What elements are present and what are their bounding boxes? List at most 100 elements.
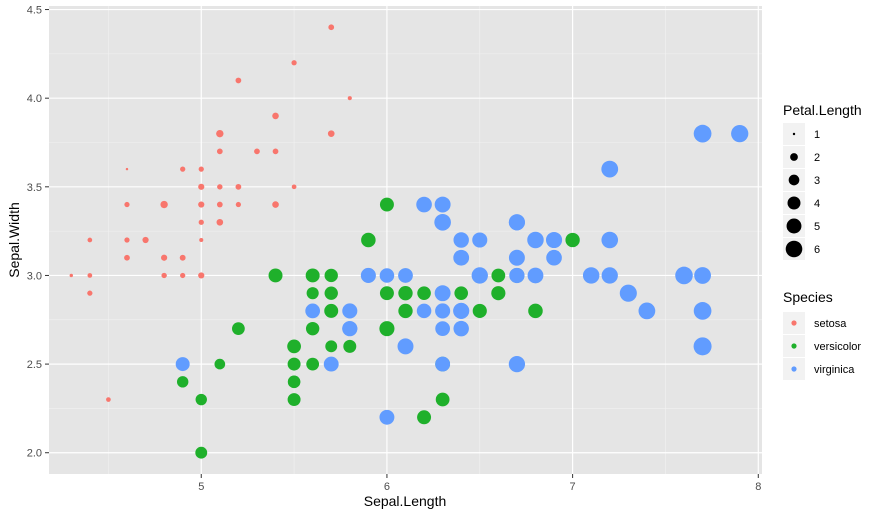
point-setosa	[217, 184, 223, 190]
point-setosa	[273, 113, 278, 119]
point-setosa	[87, 290, 93, 296]
size-legend-label: 2	[814, 152, 820, 164]
point-versicolor	[417, 286, 431, 300]
point-setosa	[235, 201, 242, 208]
point-versicolor	[398, 286, 413, 301]
point-setosa	[124, 201, 130, 208]
size-legend-dot	[792, 132, 796, 136]
point-virginica	[472, 232, 488, 248]
point-virginica	[435, 321, 450, 336]
species-legend-dot-virginica	[791, 366, 797, 372]
point-virginica	[619, 284, 637, 302]
point-setosa	[198, 166, 204, 172]
point-setosa	[160, 200, 168, 209]
size-legend-dot	[786, 218, 802, 234]
point-virginica	[435, 356, 451, 372]
point-setosa	[198, 183, 205, 190]
point-virginica	[453, 232, 469, 248]
size-legend-dot	[785, 240, 803, 258]
data-points	[69, 24, 749, 459]
size-legend-label: 4	[814, 198, 820, 210]
point-setosa	[291, 184, 297, 190]
point-virginica	[342, 321, 358, 337]
point-versicolor	[379, 321, 395, 337]
point-versicolor	[379, 197, 394, 212]
point-virginica	[694, 267, 711, 284]
point-versicolor	[287, 357, 301, 371]
point-setosa	[216, 148, 223, 155]
point-virginica	[545, 231, 563, 249]
point-virginica	[601, 267, 618, 284]
point-virginica	[508, 355, 526, 373]
point-versicolor	[565, 232, 580, 248]
point-versicolor	[325, 340, 338, 353]
point-virginica	[582, 267, 600, 284]
point-setosa	[179, 254, 186, 261]
point-versicolor	[195, 446, 208, 459]
point-setosa	[180, 166, 186, 172]
point-setosa	[198, 272, 205, 279]
point-setosa	[124, 237, 130, 243]
point-setosa	[106, 397, 111, 402]
point-virginica	[601, 231, 619, 249]
point-virginica	[416, 196, 432, 213]
point-setosa	[161, 254, 168, 261]
point-versicolor	[528, 303, 543, 319]
x-tick-label: 6	[384, 481, 390, 493]
point-versicolor	[287, 339, 301, 354]
point-versicolor	[306, 287, 319, 300]
point-versicolor	[324, 268, 338, 283]
point-virginica	[342, 303, 358, 319]
point-virginica	[397, 338, 414, 355]
y-axis-title: Sepal.Width	[6, 202, 22, 277]
point-versicolor	[324, 304, 338, 318]
point-setosa	[198, 201, 205, 208]
point-versicolor	[398, 303, 413, 319]
y-tick-label: 4.5	[27, 5, 42, 17]
point-virginica	[675, 266, 693, 285]
point-virginica	[693, 302, 712, 320]
species-legend-title: Species	[783, 289, 833, 305]
point-setosa	[87, 237, 93, 243]
species-legend-dot-setosa	[791, 320, 797, 326]
point-setosa	[198, 219, 204, 225]
x-tick-label: 5	[198, 481, 204, 493]
point-setosa	[254, 148, 260, 155]
point-virginica	[323, 356, 339, 372]
y-tick-label: 2.5	[27, 359, 42, 371]
point-setosa	[272, 201, 279, 208]
size-legend-label: 1	[814, 129, 820, 141]
point-setosa	[216, 130, 223, 137]
point-versicolor	[435, 392, 450, 407]
species-legend-label: virginica	[814, 364, 855, 376]
point-virginica	[527, 231, 544, 249]
point-virginica	[472, 267, 488, 284]
point-setosa	[235, 183, 242, 190]
point-virginica	[508, 249, 525, 266]
point-virginica	[434, 213, 451, 231]
point-setosa	[235, 77, 242, 84]
point-versicolor	[305, 321, 320, 336]
point-virginica	[638, 302, 656, 320]
point-versicolor	[268, 268, 283, 283]
point-versicolor	[195, 393, 207, 406]
y-tick-label: 4.0	[27, 93, 42, 105]
point-versicolor	[287, 375, 301, 388]
point-setosa	[328, 24, 335, 31]
point-virginica	[175, 357, 190, 372]
y-tick-label: 2.0	[27, 448, 42, 460]
point-virginica	[434, 196, 451, 213]
point-versicolor	[472, 303, 487, 318]
species-legend-dot-versicolor	[791, 343, 797, 349]
y-tick-label: 3.0	[27, 270, 42, 282]
point-virginica	[453, 320, 469, 337]
point-setosa	[291, 60, 297, 66]
point-versicolor	[491, 268, 506, 283]
point-versicolor	[324, 286, 338, 300]
point-versicolor	[361, 232, 376, 248]
point-versicolor	[379, 286, 394, 301]
panel-background	[49, 6, 762, 474]
point-virginica	[693, 337, 712, 356]
point-virginica	[731, 125, 749, 143]
